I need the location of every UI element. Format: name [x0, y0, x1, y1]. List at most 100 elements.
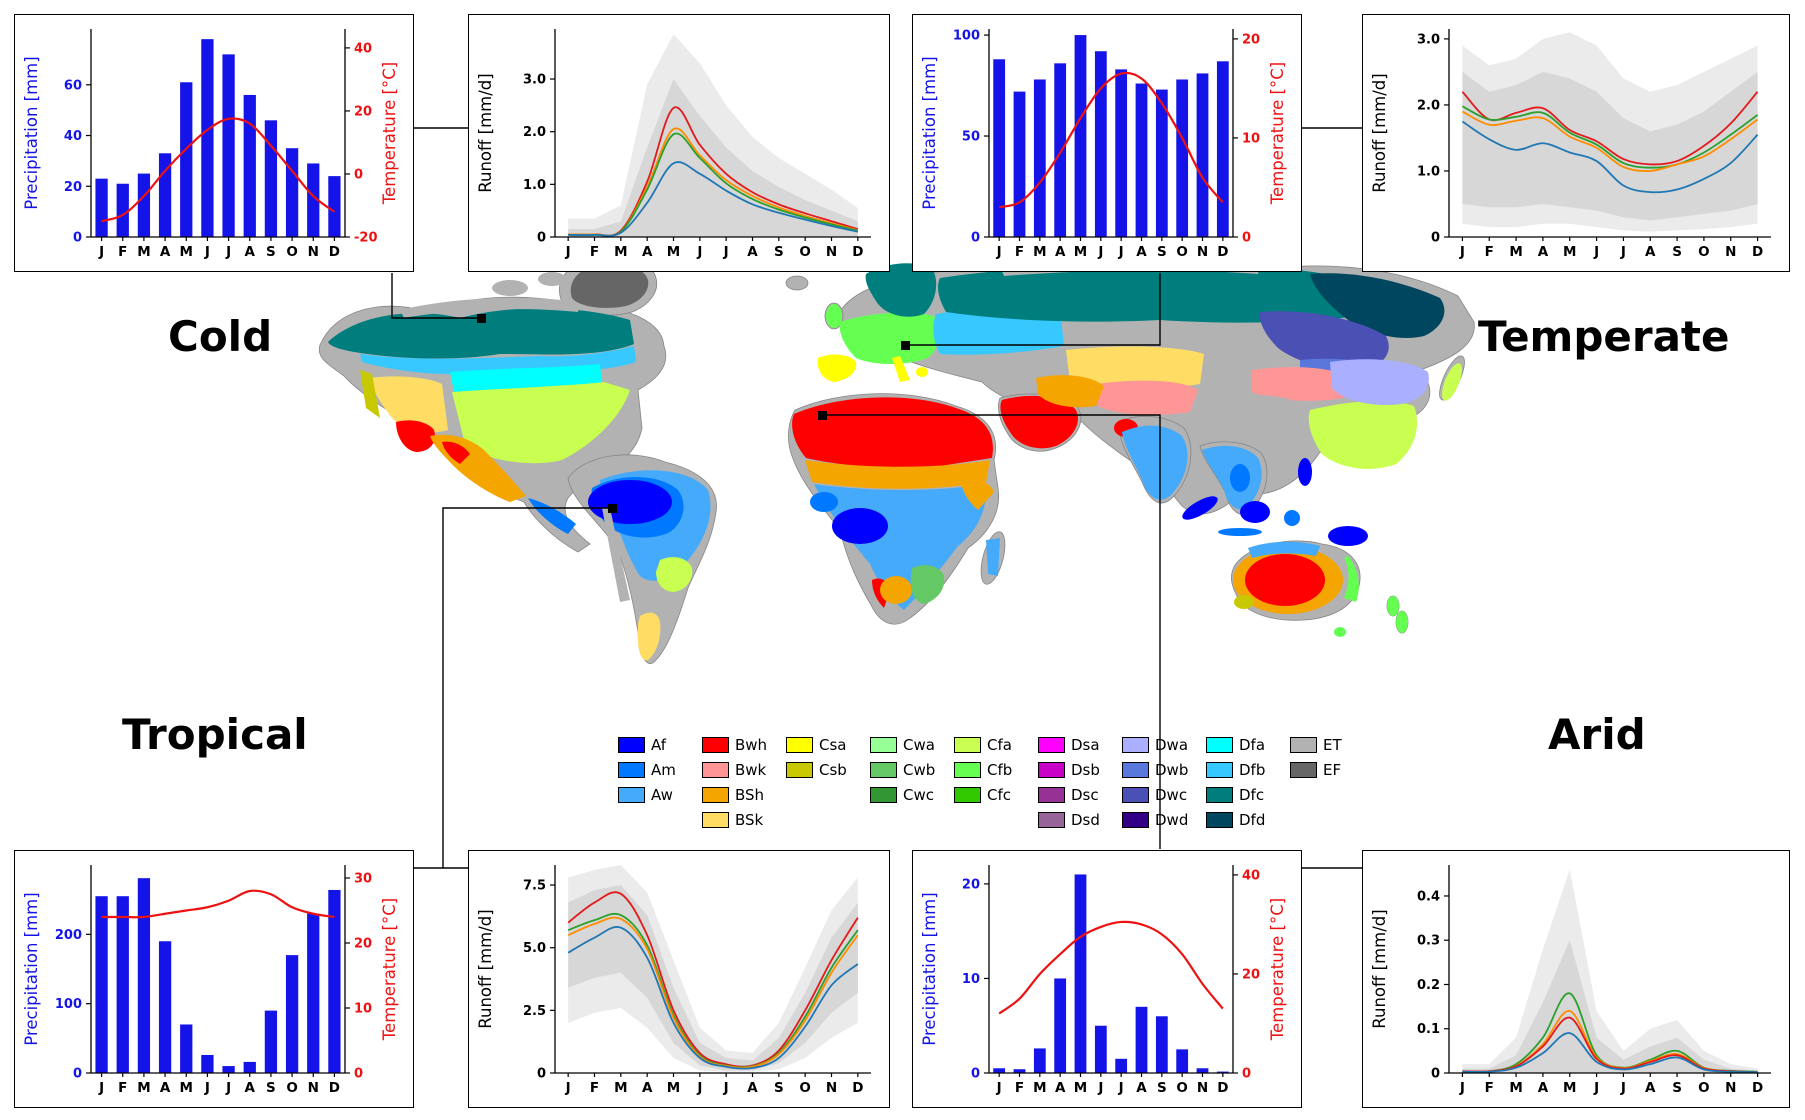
svg-text:J: J — [225, 1080, 231, 1096]
map-us-west — [370, 376, 448, 433]
region-label-cold: Cold — [168, 312, 273, 361]
svg-text:D: D — [1752, 1080, 1763, 1096]
map-borneo — [1240, 501, 1270, 523]
svg-text:Runoff [mm/d]: Runoff [mm/d] — [1370, 73, 1389, 192]
svg-text:Precipitation [mm]: Precipitation [mm] — [920, 56, 939, 209]
svg-text:J: J — [696, 244, 702, 260]
map-australia-outback — [1245, 554, 1325, 606]
legend-item-Dsc: Dsc — [1038, 786, 1110, 804]
map-nz-north-climate — [1387, 596, 1399, 616]
legend-item-Cwc: Cwc — [870, 786, 942, 804]
svg-text:Runoff [mm/d]: Runoff [mm/d] — [1370, 909, 1389, 1028]
legend-item-Cfc: Cfc — [954, 786, 1026, 804]
svg-text:N: N — [1197, 244, 1208, 260]
svg-text:J: J — [1118, 1080, 1124, 1096]
map-iran — [1036, 375, 1104, 408]
svg-text:F: F — [118, 1080, 127, 1096]
legend-label-Csa: Csa — [819, 736, 847, 754]
legend-item-Dwc: Dwc — [1122, 786, 1194, 804]
svg-text:A: A — [1055, 244, 1066, 260]
legend-label-EF: EF — [1323, 761, 1342, 779]
svg-text:A: A — [1538, 1080, 1549, 1096]
svg-text:S: S — [1672, 244, 1682, 260]
svg-text:Runoff [mm/d]: Runoff [mm/d] — [476, 909, 495, 1028]
svg-text:J: J — [1097, 1080, 1103, 1096]
svg-text:0: 0 — [971, 231, 980, 246]
svg-text:A: A — [642, 1080, 653, 1096]
svg-text:S: S — [1672, 1080, 1682, 1096]
svg-text:J: J — [98, 244, 104, 260]
svg-text:-20: -20 — [354, 231, 378, 246]
svg-text:2.0: 2.0 — [523, 125, 546, 140]
svg-text:0: 0 — [971, 1067, 980, 1082]
legend-item-BSk: BSk — [702, 811, 774, 829]
legend-item-Dfb: Dfb — [1206, 761, 1278, 779]
legend-column: Af Am Aw — [618, 736, 690, 829]
svg-text:Runoff [mm/d]: Runoff [mm/d] — [476, 73, 495, 192]
legend-swatch-Bwh — [702, 737, 729, 753]
legend-item-Csb: Csb — [786, 761, 858, 779]
svg-text:Temperature [°C]: Temperature [°C] — [380, 898, 399, 1041]
svg-text:0.3: 0.3 — [1417, 934, 1440, 949]
svg-text:S: S — [774, 1080, 784, 1096]
legend-item-ET: ET — [1290, 736, 1362, 754]
svg-text:A: A — [1136, 244, 1147, 260]
svg-text:O: O — [1176, 1080, 1187, 1096]
legend-label-Cwc: Cwc — [903, 786, 934, 804]
legend-label-Aw: Aw — [651, 786, 673, 804]
map-uk-climate — [826, 304, 842, 328]
map-tasmania — [1334, 627, 1346, 637]
svg-text:20: 20 — [354, 937, 372, 952]
legend-swatch-Dsc — [1038, 787, 1065, 803]
svg-text:N: N — [308, 1080, 319, 1096]
svg-text:F: F — [1485, 1080, 1494, 1096]
legend-swatch-Dwb — [1122, 762, 1149, 778]
legend-column: Dsa Dsb Dsc Dsd — [1038, 736, 1110, 829]
legend-item-Am: Am — [618, 761, 690, 779]
legend-swatch-Dfc — [1206, 787, 1233, 803]
svg-text:M: M — [1074, 244, 1087, 260]
svg-text:0: 0 — [1242, 231, 1251, 246]
svg-text:200: 200 — [55, 928, 82, 943]
map-java — [1218, 528, 1262, 536]
svg-text:60: 60 — [64, 78, 82, 93]
legend-swatch-Dfa — [1206, 737, 1233, 753]
svg-text:30: 30 — [354, 872, 372, 887]
svg-text:3.0: 3.0 — [523, 73, 546, 88]
svg-text:40: 40 — [64, 129, 82, 144]
svg-text:S: S — [1157, 244, 1167, 260]
legend-swatch-Cfc — [954, 787, 981, 803]
map-us-southwest-desert — [396, 420, 436, 452]
svg-text:F: F — [118, 244, 127, 260]
legend-item-Cfb: Cfb — [954, 761, 1026, 779]
svg-text:40: 40 — [354, 41, 372, 56]
svg-text:2.0: 2.0 — [1417, 98, 1440, 113]
legend-item-Dfc: Dfc — [1206, 786, 1278, 804]
svg-text:O: O — [1698, 1080, 1709, 1096]
legend-item-Dwd: Dwd — [1122, 811, 1194, 829]
legend-swatch-Dwc — [1122, 787, 1149, 803]
map-mexico-desert — [442, 441, 470, 464]
legend-item-Dfd: Dfd — [1206, 811, 1278, 829]
legend-item-Bwk: Bwk — [702, 761, 774, 779]
svg-text:F: F — [1485, 244, 1494, 260]
svg-text:M: M — [137, 1080, 150, 1096]
legend-swatch-Csb — [786, 762, 813, 778]
svg-text:O: O — [286, 244, 297, 260]
svg-text:10: 10 — [962, 972, 980, 987]
legend-swatch-Dwa — [1122, 737, 1149, 753]
map-iberia — [817, 354, 857, 382]
legend-swatch-Csa — [786, 737, 813, 753]
svg-text:O: O — [799, 1080, 810, 1096]
svg-text:J: J — [1620, 1080, 1626, 1096]
map-patagonia — [637, 612, 661, 661]
svg-text:D: D — [852, 244, 863, 260]
svg-text:F: F — [1015, 1080, 1024, 1096]
map-kazakh-steppe — [1066, 346, 1204, 390]
legend-label-ET: ET — [1323, 736, 1342, 754]
svg-text:S: S — [774, 244, 784, 260]
legend-swatch-Dfd — [1206, 812, 1233, 828]
